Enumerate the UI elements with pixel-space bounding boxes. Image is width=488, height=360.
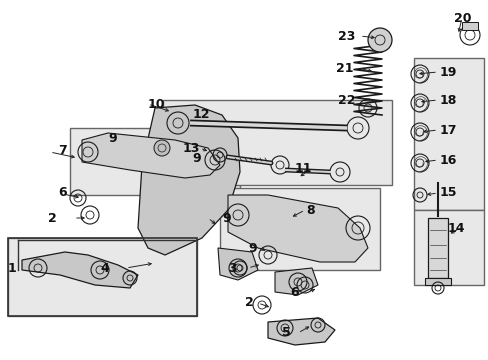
Text: 18: 18: [439, 94, 456, 107]
Bar: [413, 58, 483, 210]
Polygon shape: [274, 268, 317, 295]
Text: 14: 14: [447, 221, 465, 234]
Polygon shape: [22, 252, 138, 288]
Polygon shape: [227, 195, 367, 262]
Text: 6: 6: [58, 185, 66, 198]
Text: 1: 1: [8, 261, 17, 274]
Bar: [220, 188, 379, 270]
Text: 2: 2: [48, 211, 57, 225]
Text: 19: 19: [439, 66, 456, 78]
Text: 13: 13: [183, 141, 200, 154]
Text: 11: 11: [294, 162, 312, 175]
Text: 9: 9: [247, 242, 256, 255]
Text: 6: 6: [289, 285, 298, 298]
Text: 12: 12: [193, 108, 210, 122]
Text: 5: 5: [282, 327, 290, 339]
Text: 3: 3: [227, 261, 236, 274]
Polygon shape: [138, 105, 240, 255]
Bar: [413, 210, 483, 285]
Text: 8: 8: [305, 203, 314, 216]
Text: 9: 9: [222, 211, 230, 225]
Circle shape: [154, 140, 170, 156]
Circle shape: [367, 28, 391, 52]
Bar: [461, 22, 477, 30]
Polygon shape: [82, 133, 220, 178]
Text: 20: 20: [453, 12, 470, 24]
Bar: [8, 238, 197, 316]
Text: 17: 17: [439, 123, 457, 136]
Text: 9: 9: [108, 131, 116, 144]
Text: 9: 9: [192, 152, 200, 165]
Text: 23: 23: [337, 30, 355, 42]
Text: 22: 22: [337, 94, 355, 107]
Polygon shape: [218, 248, 258, 280]
Bar: [424, 278, 450, 285]
Text: 10: 10: [148, 98, 165, 111]
Bar: [163, 100, 391, 185]
Text: 7: 7: [58, 144, 67, 157]
Bar: [70, 128, 240, 195]
Text: 16: 16: [439, 153, 456, 166]
Bar: [8, 238, 197, 316]
Text: 21: 21: [335, 62, 353, 75]
Text: 2: 2: [244, 297, 253, 310]
Text: 4: 4: [100, 261, 108, 274]
Polygon shape: [267, 318, 334, 345]
Bar: [427, 218, 447, 278]
Text: 15: 15: [439, 186, 457, 199]
